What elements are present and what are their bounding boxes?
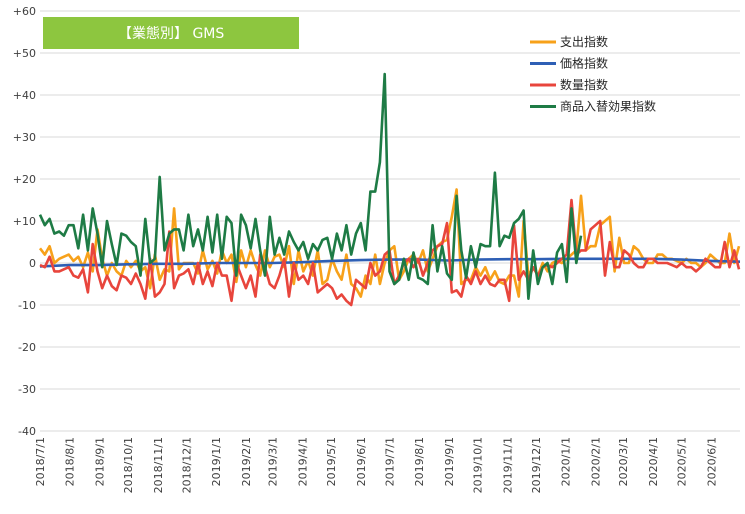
y-tick-label: +30: [13, 131, 36, 144]
legend-label: 商品入替効果指数: [560, 99, 656, 114]
x-tick-label: 2019/12/1: [530, 437, 543, 493]
x-tick-label: 2019/7/1: [384, 437, 397, 486]
x-tick-label: 2020/1/1: [560, 437, 573, 486]
y-tick-label: -10: [18, 299, 36, 312]
y-tick-labels: +60 +50 +40 +30 +20 +10 0 -10 -20 -30 -40: [13, 5, 36, 438]
legend-label: 価格指数: [560, 56, 608, 71]
x-tick-label: 2018/11/1: [152, 437, 165, 493]
x-tick-labels: 2018/7/1 2018/8/1 2018/9/1 2018/10/1 2018/11…: [34, 437, 718, 493]
y-tick-label: +20: [13, 173, 36, 186]
x-tick-label: 2019/6/1: [355, 437, 368, 486]
series-lines: [38, 72, 741, 307]
x-tick-label: 2019/1/1: [210, 437, 223, 486]
x-tick-label: 2019/10/1: [472, 437, 485, 493]
y-tick-label: 0: [29, 257, 36, 270]
x-tick-label: 2020/6/1: [705, 437, 718, 486]
y-tick-label: +40: [13, 89, 36, 102]
y-tick-label: -30: [18, 383, 36, 396]
y-tick-label: +60: [13, 5, 36, 18]
legend-label: 数量指数: [560, 77, 608, 92]
y-tick-label: -40: [18, 425, 36, 438]
x-tick-label: 2020/3/1: [617, 437, 630, 486]
x-tick-label: 2020/2/1: [589, 437, 602, 486]
x-tick-label: 2019/4/1: [296, 437, 309, 486]
x-tick-label: 2019/8/1: [413, 437, 426, 486]
x-tick-label: 2020/5/1: [676, 437, 689, 486]
x-tick-label: 2018/9/1: [93, 437, 106, 486]
chart-title: 【業態別】 GMS: [118, 26, 224, 42]
x-tick-label: 2019/11/1: [501, 437, 514, 493]
x-tick-label: 2019/5/1: [325, 437, 338, 486]
y-tick-label: +10: [13, 215, 36, 228]
x-tick-label: 2019/9/1: [443, 437, 456, 486]
chart-title-box: 【業態別】 GMS: [43, 17, 299, 49]
x-tick-label: 2020/4/1: [647, 437, 660, 486]
chart-title-background: [43, 17, 299, 49]
y-tick-label: +50: [13, 47, 36, 60]
x-tick-label: 2018/10/1: [122, 437, 135, 493]
x-tick-label: 2018/8/1: [64, 437, 77, 486]
series-line-4: [38, 72, 583, 301]
x-tick-label: 2018/12/1: [181, 437, 194, 493]
y-tick-label: -20: [18, 341, 36, 354]
legend-label: 支出指数: [560, 34, 608, 49]
x-tick-label: 2018/7/1: [34, 437, 47, 486]
x-tick-label: 2019/3/1: [267, 437, 280, 486]
x-tick-label: 2019/2/1: [240, 437, 253, 486]
